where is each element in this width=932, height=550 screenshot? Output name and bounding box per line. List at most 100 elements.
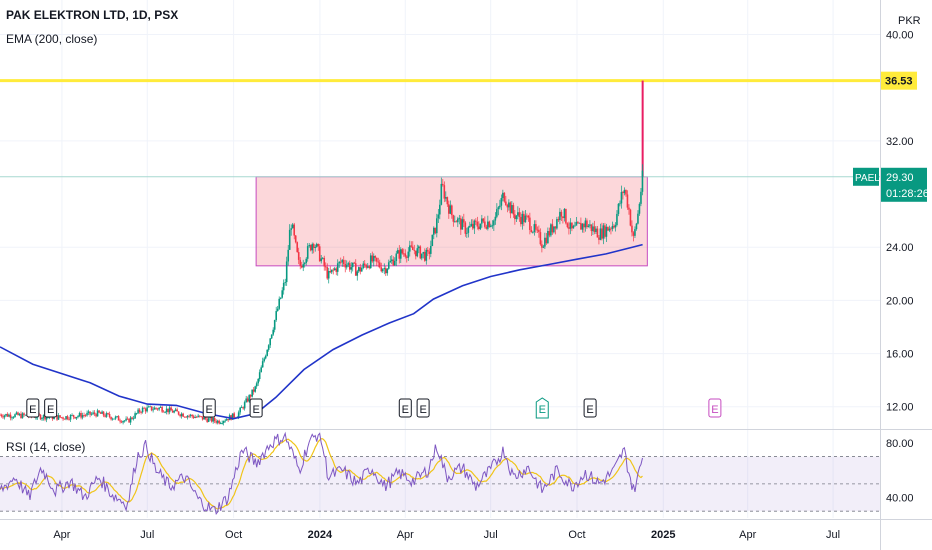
candle-body xyxy=(65,416,67,420)
candle-body xyxy=(605,226,608,237)
candle-body xyxy=(87,411,90,413)
candle-body xyxy=(592,226,594,232)
candle-body xyxy=(640,191,642,204)
candle-body xyxy=(314,246,317,248)
candle-body xyxy=(436,218,438,234)
rsi-legend[interactable]: RSI (14, close) xyxy=(6,440,86,454)
candle-body xyxy=(156,408,159,410)
earnings-marker[interactable]: E xyxy=(583,398,597,418)
resistance-line[interactable] xyxy=(0,79,880,178)
candle-body xyxy=(275,311,277,321)
candle-body xyxy=(547,230,549,244)
earnings-marker[interactable]: E xyxy=(249,398,263,418)
earnings-marker[interactable]: E xyxy=(535,397,549,419)
consolidation-rectangle[interactable] xyxy=(255,176,648,267)
candles xyxy=(0,164,644,426)
candle-body xyxy=(399,249,402,259)
candle-body xyxy=(77,415,79,417)
candle-body xyxy=(354,263,357,276)
candle-body xyxy=(281,290,284,298)
earnings-marker[interactable]: E xyxy=(202,398,216,418)
candle-body xyxy=(120,421,123,423)
candle-body xyxy=(467,227,470,233)
candle-body xyxy=(159,407,162,408)
price-tick-label: 16.00 xyxy=(886,349,914,361)
candle-body xyxy=(192,416,195,418)
candle-body xyxy=(99,412,102,414)
candle-body xyxy=(123,420,126,422)
candle-body xyxy=(566,223,569,228)
earnings-label: E xyxy=(586,404,593,416)
candle-body xyxy=(472,223,474,229)
earnings-flag xyxy=(44,398,58,418)
earnings-marker[interactable]: E xyxy=(44,398,58,418)
chart-title[interactable]: PAK ELEKTRON LTD, 1D, PSX xyxy=(6,8,179,22)
candle-body xyxy=(405,256,408,258)
candle-body xyxy=(490,225,492,228)
candle-body xyxy=(347,263,350,265)
earnings-marker[interactable]: E xyxy=(398,398,412,418)
candle-body xyxy=(255,383,258,387)
candle-body xyxy=(338,261,341,264)
earnings-label: E xyxy=(206,404,213,416)
candle-body xyxy=(116,416,118,417)
candle-body xyxy=(375,257,378,262)
candle-body xyxy=(631,225,633,233)
candle-body xyxy=(213,417,216,422)
candle-body xyxy=(359,267,362,272)
candle-body xyxy=(392,259,395,266)
price-tick-label: 32.00 xyxy=(886,136,914,148)
candle-body xyxy=(637,213,639,224)
candle-body xyxy=(114,416,117,419)
candle-body xyxy=(439,204,441,215)
candle-body xyxy=(149,406,151,408)
candle-body xyxy=(75,416,78,419)
candle-body xyxy=(538,229,540,233)
candle-body xyxy=(113,418,115,420)
candle-body xyxy=(137,409,139,414)
ema-legend[interactable]: EMA (200, close) xyxy=(6,32,98,46)
candle-body xyxy=(413,250,416,251)
candle-body xyxy=(72,414,75,417)
candle-body xyxy=(629,209,632,226)
candle-body xyxy=(520,217,522,225)
candle-body xyxy=(272,329,274,335)
candle-body xyxy=(324,266,327,268)
consolidation-box[interactable] xyxy=(255,176,648,267)
candle-body xyxy=(578,222,581,224)
candle-body xyxy=(212,417,214,422)
candle-body xyxy=(326,267,329,279)
candle-body xyxy=(254,386,256,392)
candle-body xyxy=(93,412,96,415)
candle-body xyxy=(209,416,211,419)
time-tick-label: Apr xyxy=(53,529,70,541)
candle-body xyxy=(491,225,494,227)
candle-body xyxy=(434,227,437,234)
resistance-tag-label: 36.53 xyxy=(885,76,913,88)
resistance-tag xyxy=(881,71,917,90)
candle-body xyxy=(161,407,163,412)
time-tick-label: Apr xyxy=(397,529,414,541)
candle-body xyxy=(260,367,262,373)
candle-body xyxy=(523,213,525,223)
earnings-marker[interactable]: E xyxy=(708,398,722,418)
candle-body xyxy=(24,414,27,416)
candle-body xyxy=(246,398,249,402)
candle-body xyxy=(180,413,183,417)
candle-body xyxy=(499,205,501,208)
candle-body xyxy=(455,221,458,223)
candle-body xyxy=(433,227,435,235)
candle-body xyxy=(66,416,69,420)
candle-body xyxy=(9,414,12,418)
candle-body xyxy=(197,415,199,418)
earnings-marker[interactable]: E xyxy=(26,398,40,418)
earnings-flag xyxy=(26,398,40,418)
candle-body xyxy=(143,407,145,409)
candle-body xyxy=(521,213,524,225)
price-tags: 36.53 PAEL 29.30 01:28:26 xyxy=(853,71,929,202)
earnings-marker[interactable]: E xyxy=(416,398,430,418)
candle-body xyxy=(168,407,171,413)
candle-body xyxy=(430,245,432,254)
